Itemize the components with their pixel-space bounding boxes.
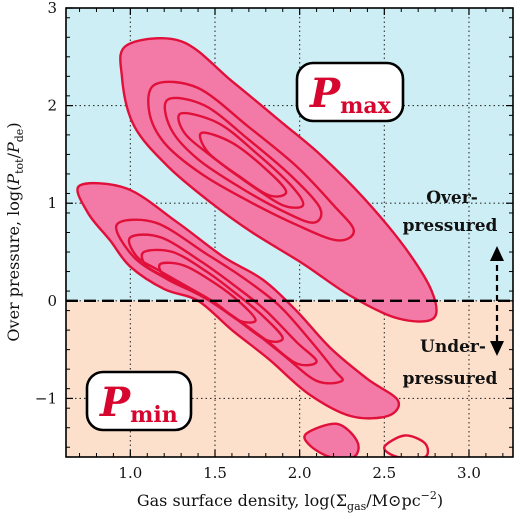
double-arrow-icon bbox=[490, 246, 504, 356]
pmin-level-5 bbox=[157, 261, 257, 324]
x-tick-label-3: 2.5 bbox=[372, 464, 396, 482]
y-tick-label-3: 2 bbox=[47, 97, 57, 115]
y-axis-label-slash: / bbox=[4, 152, 23, 158]
pmax-symbol: P bbox=[309, 70, 342, 117]
x-axis-label-suffix: /M⊙pc bbox=[366, 491, 420, 510]
pmax-level-3 bbox=[163, 96, 323, 224]
y-axis-label-p1: P bbox=[4, 174, 23, 186]
x-axis-label-close: ) bbox=[437, 491, 443, 510]
y-axis-label-sub1: tot bbox=[13, 158, 26, 174]
over-pressured-line1: Over- bbox=[426, 188, 478, 208]
y-tick-label-1: 0 bbox=[47, 292, 57, 310]
contour-pmax bbox=[119, 37, 438, 323]
y-axis-label-p2: P bbox=[4, 142, 23, 154]
svg-text:Pmax: Pmax bbox=[309, 70, 392, 119]
y-axis-label: Over pressure, log(Ptot/Pde) bbox=[4, 122, 26, 341]
pmax-level-4 bbox=[177, 111, 305, 209]
x-axis-label: Gas surface density, log(Σgas/M⊙pc−2) bbox=[137, 489, 443, 513]
x-tick-label-1: 1.5 bbox=[203, 464, 227, 482]
x-axis-label-prefix: Gas surface density, log(Σ bbox=[137, 491, 347, 510]
x-axis-label-sub: gas bbox=[347, 500, 367, 513]
x-tick-label-0: 1.0 bbox=[118, 464, 142, 482]
x-tick-label-2: 2.0 bbox=[288, 464, 312, 482]
pmin-tail-level-1 bbox=[303, 422, 360, 457]
under-pressured-line1: Under- bbox=[420, 337, 486, 357]
pmin-subscript: min bbox=[130, 402, 178, 428]
pmin-label-box bbox=[85, 370, 193, 432]
pmax-level-5 bbox=[198, 131, 288, 198]
y-tick-label-0: −1 bbox=[35, 389, 57, 407]
over-pressured-line2: pressured bbox=[403, 216, 498, 236]
pmax-subscript: max bbox=[340, 93, 392, 119]
y-tick-label-4: 3 bbox=[47, 0, 57, 17]
pmin-label: Pmin bbox=[85, 370, 193, 432]
under-pressured-line2: pressured bbox=[403, 369, 498, 389]
pmax-level-2 bbox=[147, 80, 355, 242]
x-axis-label-sup: −2 bbox=[421, 489, 437, 502]
pmax-label: Pmax bbox=[295, 61, 405, 123]
pmax-label-box bbox=[295, 61, 405, 123]
y-axis-label-sub2: de bbox=[13, 129, 26, 143]
y-axis-label-close: ) bbox=[4, 122, 23, 128]
pmin-level-2 bbox=[114, 218, 344, 385]
y-axis-label-prefix: Over pressure, log( bbox=[4, 185, 23, 342]
pmin-symbol: P bbox=[99, 379, 132, 426]
y-tick-label-2: 1 bbox=[47, 194, 57, 212]
x-tick-label-4: 3.0 bbox=[457, 464, 481, 482]
svg-text:Pmin: Pmin bbox=[99, 379, 178, 428]
axis-ticks: 1.0 1.5 2.0 2.5 3.0 −1 0 1 2 3 bbox=[35, 0, 513, 482]
